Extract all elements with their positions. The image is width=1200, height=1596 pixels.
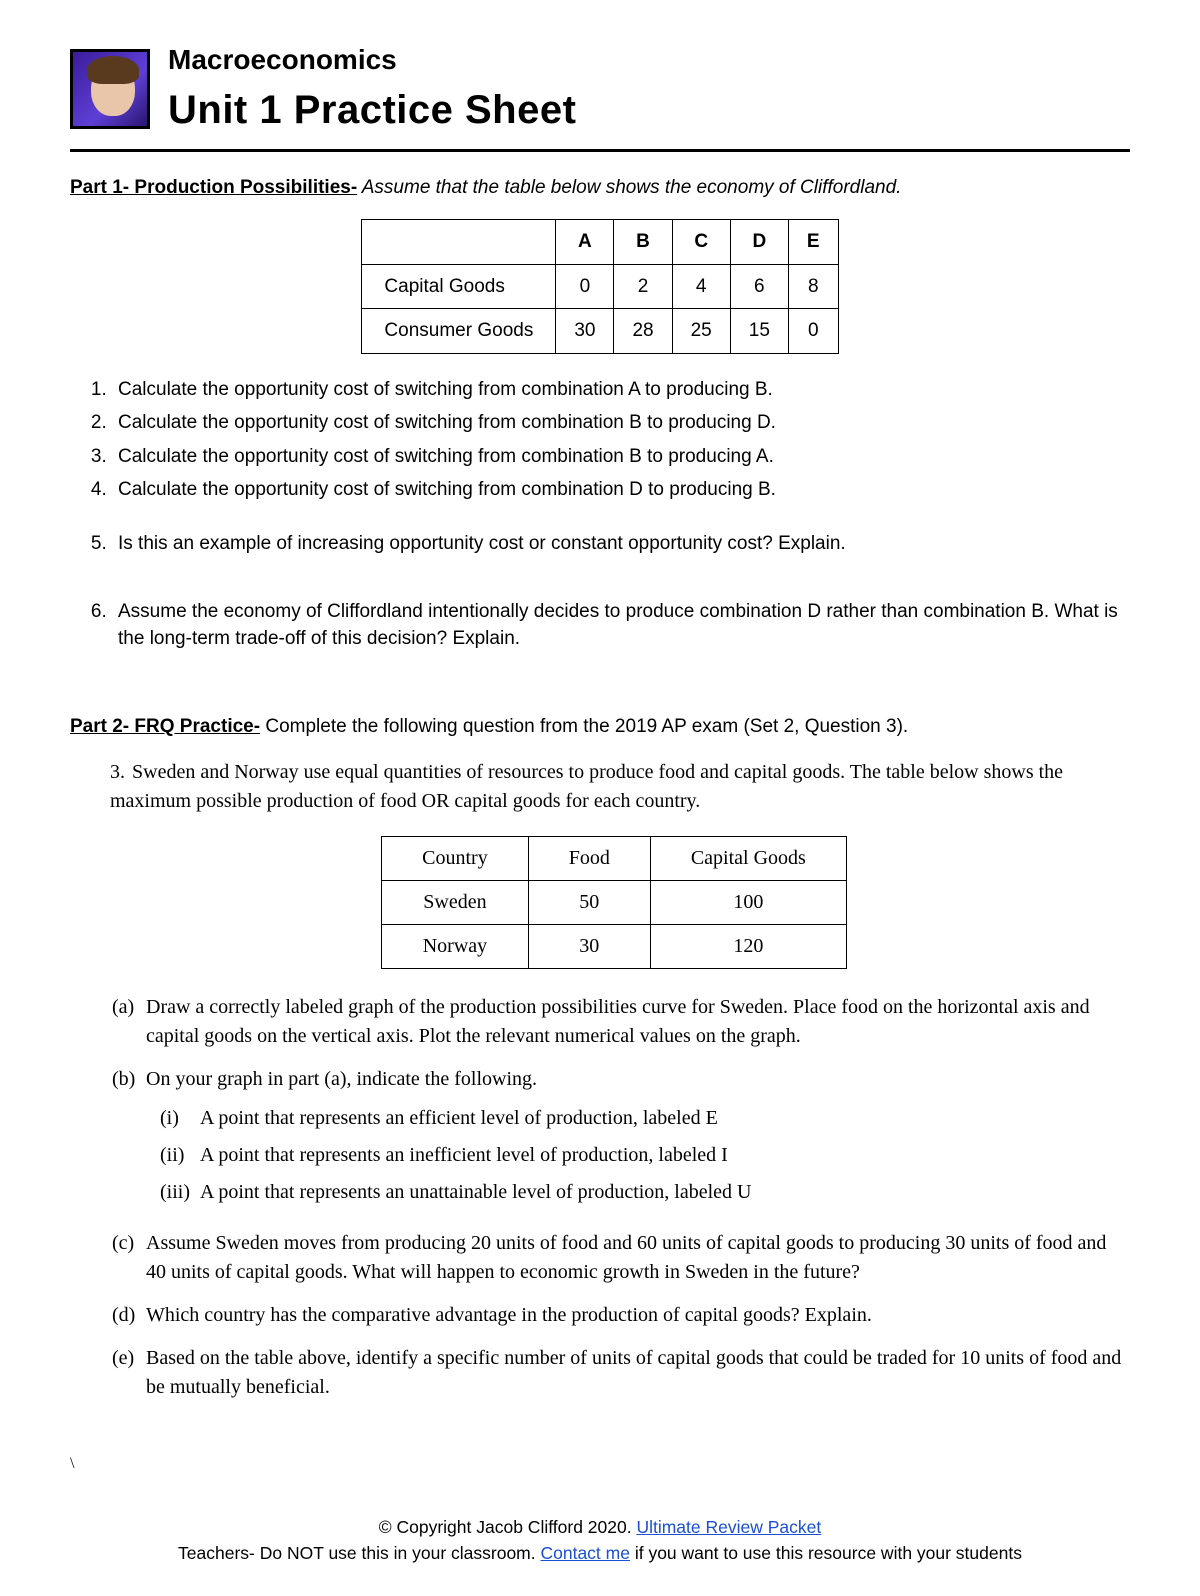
part1-instruction: Assume that the table below shows the ec…: [357, 177, 901, 198]
col-A: A: [556, 220, 614, 265]
subpart-e: (e)Based on the table above, identify a …: [112, 1344, 1130, 1402]
sub-text: A point that represents an inefficient l…: [200, 1141, 728, 1170]
sub-ii: (ii)A point that represents an inefficie…: [160, 1141, 1130, 1170]
subpart-text: Which country has the comparative advant…: [146, 1301, 872, 1330]
copyright-text: © Copyright Jacob Clifford 2020.: [379, 1517, 637, 1537]
row-label: Capital Goods: [362, 264, 556, 309]
col-country: Country: [382, 837, 529, 881]
subpart-text: On your graph in part (a), indicate the …: [146, 1068, 537, 1090]
frq-question-3: 3.Sweden and Norway use equal quantities…: [98, 758, 1130, 816]
subpart-text: Based on the table above, identify a spe…: [146, 1344, 1130, 1402]
sub-label: (ii): [160, 1141, 200, 1170]
subpart-label: (a): [112, 993, 146, 1051]
table-corner-cell: [362, 220, 556, 265]
col-D: D: [730, 220, 788, 265]
subpart-label: (e): [112, 1344, 146, 1402]
frq-subparts: (a)Draw a correctly labeled graph of the…: [98, 993, 1130, 1402]
subpart-b: (b)On your graph in part (a), indicate t…: [112, 1065, 1130, 1215]
cell: 100: [650, 881, 846, 925]
author-avatar: [70, 49, 150, 129]
cell: 28: [614, 309, 672, 354]
part2-heading: Part 2- FRQ Practice-: [70, 716, 260, 737]
table-row: Sweden 50 100: [382, 881, 847, 925]
cell: 25: [672, 309, 730, 354]
table-header-row: Country Food Capital Goods: [382, 837, 847, 881]
subpart-label: (b): [112, 1065, 146, 1094]
teacher-notice: Teachers- Do NOT use this in your classr…: [70, 1541, 1130, 1566]
table-row: Consumer Goods 30 28 25 15 0: [362, 309, 838, 354]
document-title: Unit 1 Practice Sheet: [168, 81, 576, 139]
cell: 120: [650, 925, 846, 969]
question-1: Calculate the opportunity cost of switch…: [112, 376, 1130, 404]
subpart-b-items: (i)A point that represents an efficient …: [112, 1104, 1130, 1207]
part1-table: A B C D E Capital Goods 0 2 4 6 8 Consum…: [361, 219, 838, 354]
question-2: Calculate the opportunity cost of switch…: [112, 409, 1130, 437]
col-B: B: [614, 220, 672, 265]
sub-label: (i): [160, 1104, 200, 1133]
document-header: Macroeconomics Unit 1 Practice Sheet: [70, 40, 1130, 152]
part2-instruction: Complete the following question from the…: [260, 716, 908, 737]
sub-iii: (iii)A point that represents an unattain…: [160, 1178, 1130, 1207]
frq-number: 3.: [110, 758, 132, 787]
cell: 30: [556, 309, 614, 354]
subpart-c: (c)Assume Sweden moves from producing 20…: [112, 1229, 1130, 1287]
subpart-label: (c): [112, 1229, 146, 1287]
col-C: C: [672, 220, 730, 265]
cell: 30: [528, 925, 650, 969]
subpart-label: (d): [112, 1301, 146, 1330]
cell: 50: [528, 881, 650, 925]
cell: Sweden: [382, 881, 529, 925]
cell: 0: [556, 264, 614, 309]
cell: 8: [788, 264, 838, 309]
frq-text: Sweden and Norway use equal quantities o…: [110, 761, 1063, 812]
cell: 4: [672, 264, 730, 309]
table-header-row: A B C D E: [362, 220, 838, 265]
cell: 2: [614, 264, 672, 309]
part2-intro: Part 2- FRQ Practice- Complete the follo…: [70, 713, 1130, 741]
part2-table: Country Food Capital Goods Sweden 50 100…: [381, 836, 847, 969]
footer: © Copyright Jacob Clifford 2020. Ultimat…: [70, 1515, 1130, 1566]
question-3: Calculate the opportunity cost of switch…: [112, 443, 1130, 471]
subpart-a: (a)Draw a correctly labeled graph of the…: [112, 993, 1130, 1051]
question-6: Assume the economy of Cliffordland inten…: [112, 598, 1130, 653]
subpart-text: Assume Sweden moves from producing 20 un…: [146, 1229, 1130, 1287]
row-label: Consumer Goods: [362, 309, 556, 354]
stray-mark: \: [70, 1452, 1130, 1475]
copyright-line: © Copyright Jacob Clifford 2020. Ultimat…: [70, 1515, 1130, 1540]
table-row: Norway 30 120: [382, 925, 847, 969]
ultimate-packet-link[interactable]: Ultimate Review Packet: [636, 1517, 821, 1537]
question-5: Is this an example of increasing opportu…: [112, 530, 1130, 558]
table-row: Capital Goods 0 2 4 6 8: [362, 264, 838, 309]
title-block: Macroeconomics Unit 1 Practice Sheet: [168, 40, 576, 139]
course-name: Macroeconomics: [168, 40, 576, 81]
sub-label: (iii): [160, 1178, 200, 1207]
frq-body: 3.Sweden and Norway use equal quantities…: [70, 758, 1130, 1402]
part1-intro: Part 1- Production Possibilities- Assume…: [70, 174, 1130, 202]
col-E: E: [788, 220, 838, 265]
part1-heading: Part 1- Production Possibilities-: [70, 177, 357, 198]
col-capital: Capital Goods: [650, 837, 846, 881]
cell: 6: [730, 264, 788, 309]
question-4: Calculate the opportunity cost of switch…: [112, 476, 1130, 504]
col-food: Food: [528, 837, 650, 881]
cell: Norway: [382, 925, 529, 969]
cell: 0: [788, 309, 838, 354]
subpart-text: Draw a correctly labeled graph of the pr…: [146, 993, 1130, 1051]
cell: 15: [730, 309, 788, 354]
sub-text: A point that represents an efficient lev…: [200, 1104, 718, 1133]
subpart-d: (d)Which country has the comparative adv…: [112, 1301, 1130, 1330]
sub-text: A point that represents an unattainable …: [200, 1178, 752, 1207]
part1-questions: Calculate the opportunity cost of switch…: [70, 376, 1130, 653]
sub-i: (i)A point that represents an efficient …: [160, 1104, 1130, 1133]
